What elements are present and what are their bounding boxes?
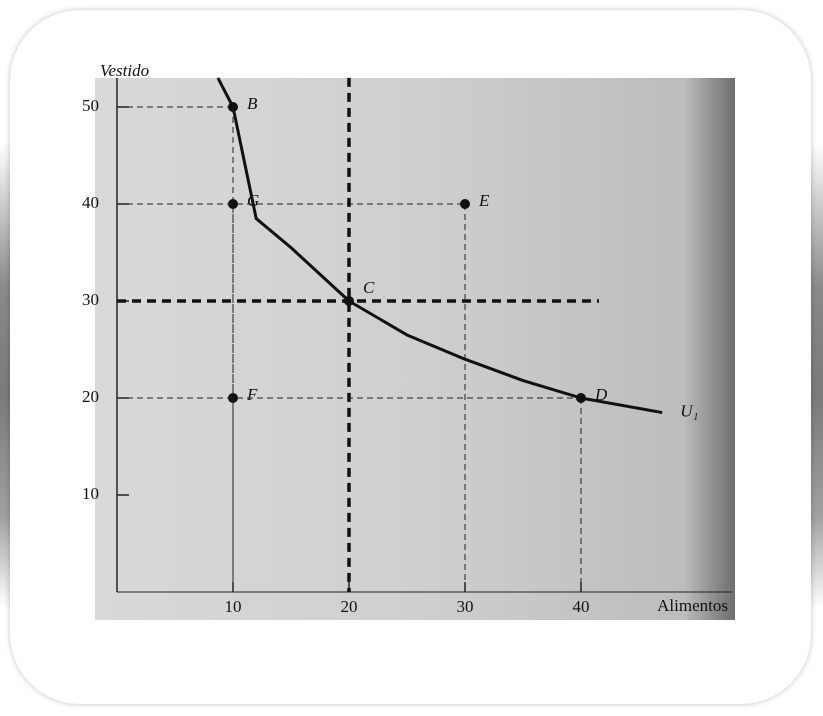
series-label: U₁	[680, 401, 698, 420]
curve	[216, 77, 663, 415]
point-label: E	[478, 191, 490, 210]
x-tick-label: 20	[341, 597, 358, 616]
y-tick-label: 20	[82, 387, 99, 406]
y-tick-label: 10	[82, 484, 99, 503]
x-tick-label: 10	[225, 597, 242, 616]
scan	[95, 78, 735, 620]
y-tick-label: 50	[82, 96, 99, 115]
x-tick-label: 40	[573, 597, 590, 616]
point	[460, 199, 470, 209]
point-label: F	[246, 385, 258, 404]
point-label: B	[247, 94, 258, 113]
x-tick-label: 30	[457, 597, 474, 616]
x-axis-label: Alimentos	[657, 596, 728, 615]
y-axis-label: Vestido	[100, 61, 149, 80]
y-tick-label: 30	[82, 290, 99, 309]
point-label: C	[363, 278, 375, 297]
y-tick-label: 40	[82, 193, 99, 212]
point-label: D	[594, 385, 608, 404]
